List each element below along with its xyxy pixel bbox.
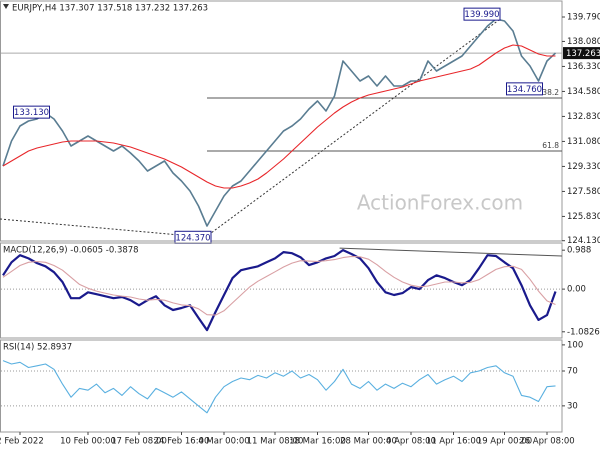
panel-title: EURJPY,H4 137.307 137.518 137.232 137.26… [12,4,208,14]
series-line [2,18,557,227]
x-tick-label: 4 Mar 00:00 [198,437,249,447]
annotation-label: 134.760 [507,85,542,95]
x-tick-label: 10 Feb 00:00 [60,437,116,447]
fib-label: 38.2 [542,88,559,97]
x-tick-label: 4 Apr 08:00 [386,437,436,447]
y-tick-label: 70 [567,367,578,377]
annotation-box [506,82,543,96]
y-tick-label: 136.330 [567,62,600,72]
panel-frame [0,0,563,242]
panel-frame [0,339,563,433]
menu-icon [3,4,9,9]
y-tick-label: 30 [567,401,578,411]
x-tick-label: 28 Mar 00:00 [340,437,397,447]
y-tick-label: 0.00 [567,285,586,295]
x-tick-label: 24 Feb 16:00 [154,437,210,447]
y-tick-label: 127.580 [567,187,600,197]
x-tick-label: 26 Apr 08:00 [519,437,574,447]
panel-frame [0,242,563,339]
x-tick-label: 18 Mar 16:00 [289,437,346,447]
panel-title: MACD(12,26,9) -0.0605 -0.3878 [3,246,139,256]
trendline [339,247,562,257]
y-tick-label: 129.330 [567,162,600,172]
y-tick-label: 134.580 [567,87,600,97]
annotation-label: 139.990 [464,10,499,20]
annotation-box [13,105,50,119]
x-tick-label: 19 Apr 00:00 [477,437,532,447]
x-tick-label: 17 Feb 08:00 [111,437,167,447]
y-tick-label: 139.790 [567,13,600,23]
series-line [2,255,556,316]
last-price-label: 137.263 [566,49,600,59]
series-line [2,249,557,332]
series-line [2,360,556,414]
y-tick-label: 124.130 [567,236,600,246]
x-tick-label: 11 Mar 08:00 [247,437,304,447]
annotation-label: 133.130 [14,108,49,118]
trendline [205,18,501,238]
y-tick-label: 100 [567,340,583,350]
x-tick-label: 11 Apr 16:00 [426,437,481,447]
y-tick-label: 131.080 [567,137,600,147]
annotation-label: 124.370 [175,233,210,243]
watermark: ActionForex.com [357,191,523,215]
series-line [2,44,556,189]
annotation-box [463,7,501,21]
y-tick-label: -1.0826 [567,327,600,337]
fib-label: 61.8 [542,141,559,150]
x-tick-label: 2 Feb 2022 [0,437,44,447]
y-tick-label: 138.080 [567,37,600,47]
last-price-box [563,47,600,60]
y-tick-label: 0.988 [567,246,591,256]
y-tick-label: 125.830 [567,212,600,222]
panel-title: RSI(14) 52.8937 [3,343,72,353]
y-tick-label: 132.830 [567,112,600,122]
